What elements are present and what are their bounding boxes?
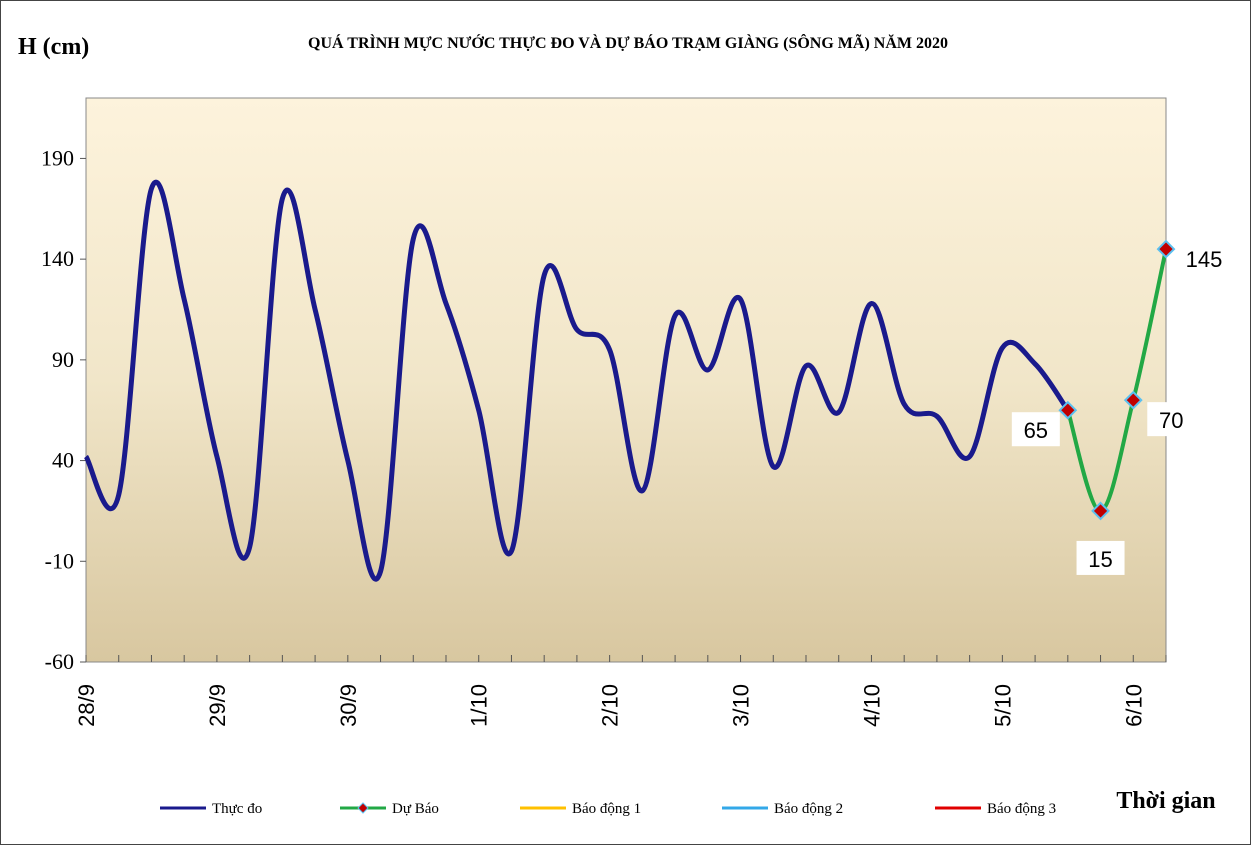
- line-series: [1065, 248, 1168, 513]
- y-axis-label: H (cm): [18, 34, 89, 60]
- marker: [1091, 501, 1110, 521]
- x-tick-label: 4/10: [859, 684, 884, 727]
- y-tick-label: -10: [45, 548, 74, 573]
- data-label-bg: [1076, 540, 1125, 575]
- legend-label: Dự Báo: [392, 801, 439, 817]
- y-tick-label: 40: [52, 448, 74, 473]
- data-label: 15: [1088, 547, 1112, 572]
- x-tick-label: 1/10: [467, 684, 492, 727]
- x-tick-label: 28/9: [74, 684, 99, 727]
- data-label-bg: [1180, 241, 1228, 276]
- x-tick-label: 5/10: [990, 684, 1015, 727]
- marker: [1156, 239, 1176, 259]
- data-label: 145: [1186, 247, 1223, 272]
- marker: [1058, 400, 1078, 420]
- data-label: 65: [1024, 418, 1048, 443]
- legend-label: Báo động 1: [572, 801, 641, 817]
- data-label-bg: [1011, 412, 1060, 447]
- legend-label: Thực đo: [212, 801, 262, 817]
- x-tick-label: 3/10: [729, 684, 754, 727]
- chart-title: QUÁ TRÌNH MỰC NƯỚC THỰC ĐO VÀ DỰ BÁO TRẠ…: [308, 33, 948, 52]
- data-label: 70: [1159, 408, 1183, 433]
- y-tick-label: 140: [41, 246, 74, 271]
- x-tick-label: 2/10: [598, 684, 623, 727]
- legend-marker: [357, 802, 369, 814]
- plot-area: [85, 97, 1167, 663]
- y-tick-label: -60: [45, 649, 74, 674]
- legend-label: Báo động 3: [987, 801, 1056, 817]
- y-tick-label: 190: [41, 145, 74, 170]
- x-tick-label: 30/9: [336, 684, 361, 727]
- x-tick-label: 6/10: [1121, 684, 1146, 727]
- y-tick-label: 90: [52, 347, 74, 372]
- marker: [1123, 390, 1143, 410]
- line-series: [83, 179, 1070, 582]
- x-tick-label: 29/9: [205, 684, 230, 727]
- legend-label: Báo động 2: [774, 801, 843, 817]
- data-label-bg: [1147, 402, 1196, 437]
- x-axis-label: Thời gian: [1116, 788, 1215, 814]
